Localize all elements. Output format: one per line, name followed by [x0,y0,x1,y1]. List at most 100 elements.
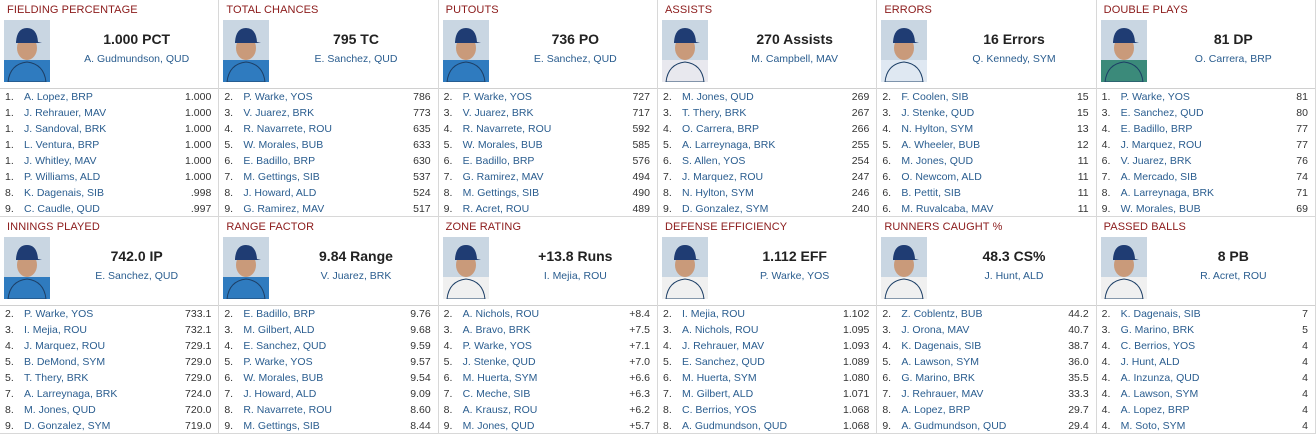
player-name[interactable]: K. Dagenais, SIB [1120,308,1201,320]
player-name[interactable]: M. Jones, QUD [901,155,974,167]
player-name[interactable]: M. Ruvalcaba, MAV [901,203,994,215]
player-name[interactable]: J. Rehrauer, MAV [24,107,107,119]
player-name[interactable]: W. Morales, BUB [1120,203,1201,215]
leader-name[interactable]: V. Juarez, BRK [320,270,392,282]
player-name[interactable]: I. Mejia, ROU [681,308,745,320]
player-name[interactable]: C. Caudle, QUD [24,203,100,215]
player-name[interactable]: A. Lopez, BRP [901,404,971,416]
leader-name[interactable]: E. Sanchez, QUD [533,53,617,65]
player-name[interactable]: M. Gilbert, ALD [243,324,315,336]
leader-name[interactable]: E. Sanchez, QUD [314,53,398,65]
player-name[interactable]: C. Berrios, YOS [1120,340,1196,352]
player-name[interactable]: A. Bravo, BRK [462,324,531,336]
player-name[interactable]: G. Ramirez, MAV [462,171,544,183]
player-name[interactable]: D. Gonzalez, SYM [681,203,769,215]
player-name[interactable]: A. Gudmundson, QUD [681,420,788,432]
player-name[interactable]: G. Marino, BRK [901,372,975,384]
player-name[interactable]: C. Meche, SIB [462,388,531,400]
player-name[interactable]: A. Larreynaga, BRK [681,139,776,151]
leader-name[interactable]: P. Warke, YOS [760,270,830,282]
leader-name[interactable]: J. Hunt, ALD [984,270,1044,282]
player-name[interactable]: J. Whitley, MAV [24,155,97,167]
player-name[interactable]: O. Newcom, ALD [901,171,982,183]
player-name[interactable]: P. Warke, YOS [24,308,94,320]
player-name[interactable]: J. Orona, MAV [901,324,970,336]
player-name[interactable]: R. Acret, ROU [462,203,530,215]
leader-name[interactable]: M. Campbell, MAV [751,53,839,65]
player-name[interactable]: E. Sanchez, QUD [243,340,327,352]
player-name[interactable]: D. Gonzalez, SYM [24,420,111,432]
player-name[interactable]: J. Howard, ALD [243,187,317,199]
player-name[interactable]: W. Morales, BUB [462,139,543,151]
player-name[interactable]: W. Morales, BUB [243,372,324,384]
player-name[interactable]: P. Warke, YOS [1120,91,1190,103]
player-name[interactable]: E. Badillo, BRP [243,308,316,320]
player-name[interactable]: B. DeMond, SYM [24,356,106,368]
player-name[interactable]: A. Inzunza, QUD [1120,372,1200,384]
player-name[interactable]: T. Thery, BRK [24,372,89,384]
player-name[interactable]: E. Sanchez, QUD [1120,107,1204,119]
player-name[interactable]: R. Navarrete, ROU [462,123,552,135]
player-name[interactable]: M. Gilbert, ALD [681,388,754,400]
leader-name[interactable]: O. Carrera, BRP [1194,53,1272,65]
player-name[interactable]: M. Jones, QUD [24,404,96,416]
player-name[interactable]: L. Ventura, BRP [24,139,100,151]
leader-name[interactable]: R. Acret, ROU [1200,270,1267,282]
player-name[interactable]: N. Hylton, SYM [901,123,974,135]
player-name[interactable]: F. Coolen, SIB [901,91,969,103]
player-name[interactable]: J. Marquez, ROU [681,171,764,183]
player-name[interactable]: J. Sandoval, BRK [24,123,107,135]
leader-name[interactable]: E. Sanchez, QUD [95,270,179,282]
leader-name[interactable]: I. Mejia, ROU [543,270,607,282]
player-name[interactable]: M. Jones, QUD [681,91,754,103]
player-name[interactable]: J. Rehrauer, MAV [901,388,984,400]
player-name[interactable]: E. Sanchez, QUD [681,356,765,368]
player-name[interactable]: M. Huerta, SYM [681,372,757,384]
player-name[interactable]: J. Marquez, ROU [24,340,106,352]
player-name[interactable]: J. Rehrauer, MAV [681,340,765,352]
player-name[interactable]: A. Larreynaga, BRK [1120,187,1215,199]
player-name[interactable]: A. Lopez, BRP [24,91,93,103]
player-name[interactable]: V. Juarez, BRK [1120,155,1192,167]
player-name[interactable]: P. Warke, YOS [243,356,313,368]
player-name[interactable]: A. Gudmundson, QUD [901,420,1007,432]
player-name[interactable]: P. Warke, YOS [462,91,532,103]
player-name[interactable]: A. Mercado, SIB [1120,171,1198,183]
player-name[interactable]: G. Marino, BRK [1120,324,1195,336]
player-name[interactable]: P. Warke, YOS [462,340,532,352]
player-name[interactable]: M. Jones, QUD [462,420,535,432]
player-name[interactable]: J. Stenke, QUD [901,107,975,119]
player-name[interactable]: A. Nichols, ROU [462,308,540,320]
player-name[interactable]: M. Gettings, SIB [462,187,540,199]
player-name[interactable]: V. Juarez, BRK [462,107,534,119]
player-name[interactable]: M. Huerta, SYM [462,372,538,384]
player-name[interactable]: A. Larreynaga, BRK [24,388,118,400]
player-name[interactable]: A. Lopez, BRP [1120,404,1190,416]
player-name[interactable]: J. Stenke, QUD [462,356,536,368]
player-name[interactable]: K. Dagenais, SIB [24,187,104,199]
player-name[interactable]: E. Badillo, BRP [243,155,316,167]
player-name[interactable]: J. Marquez, ROU [1120,139,1202,151]
player-name[interactable]: A. Nichols, ROU [681,324,759,336]
player-name[interactable]: I. Mejia, ROU [24,324,88,336]
player-name[interactable]: A. Lawson, SYM [901,356,979,368]
player-name[interactable]: G. Ramirez, MAV [243,203,325,215]
player-name[interactable]: M. Gettings, SIB [243,171,320,183]
player-name[interactable]: O. Carrera, BRP [681,123,760,135]
player-name[interactable]: P. Williams, ALD [24,171,101,183]
leader-name[interactable]: Q. Kennedy, SYM [972,53,1056,65]
player-name[interactable]: T. Thery, BRK [681,107,747,119]
player-name[interactable]: S. Allen, YOS [681,155,746,167]
player-name[interactable]: E. Badillo, BRP [1120,123,1193,135]
player-name[interactable]: R. Navarrete, ROU [243,404,333,416]
player-name[interactable]: A. Lawson, SYM [1120,388,1199,400]
leader-name[interactable]: A. Gudmundson, QUD [84,53,190,65]
player-name[interactable]: E. Badillo, BRP [462,155,535,167]
player-name[interactable]: N. Hylton, SYM [681,187,754,199]
player-name[interactable]: M. Gettings, SIB [243,420,320,432]
player-name[interactable]: P. Warke, YOS [243,91,313,103]
player-name[interactable]: J. Hunt, ALD [1120,356,1180,368]
player-name[interactable]: C. Berrios, YOS [681,404,757,416]
player-name[interactable]: M. Soto, SYM [1120,420,1186,432]
player-name[interactable]: W. Morales, BUB [243,139,324,151]
